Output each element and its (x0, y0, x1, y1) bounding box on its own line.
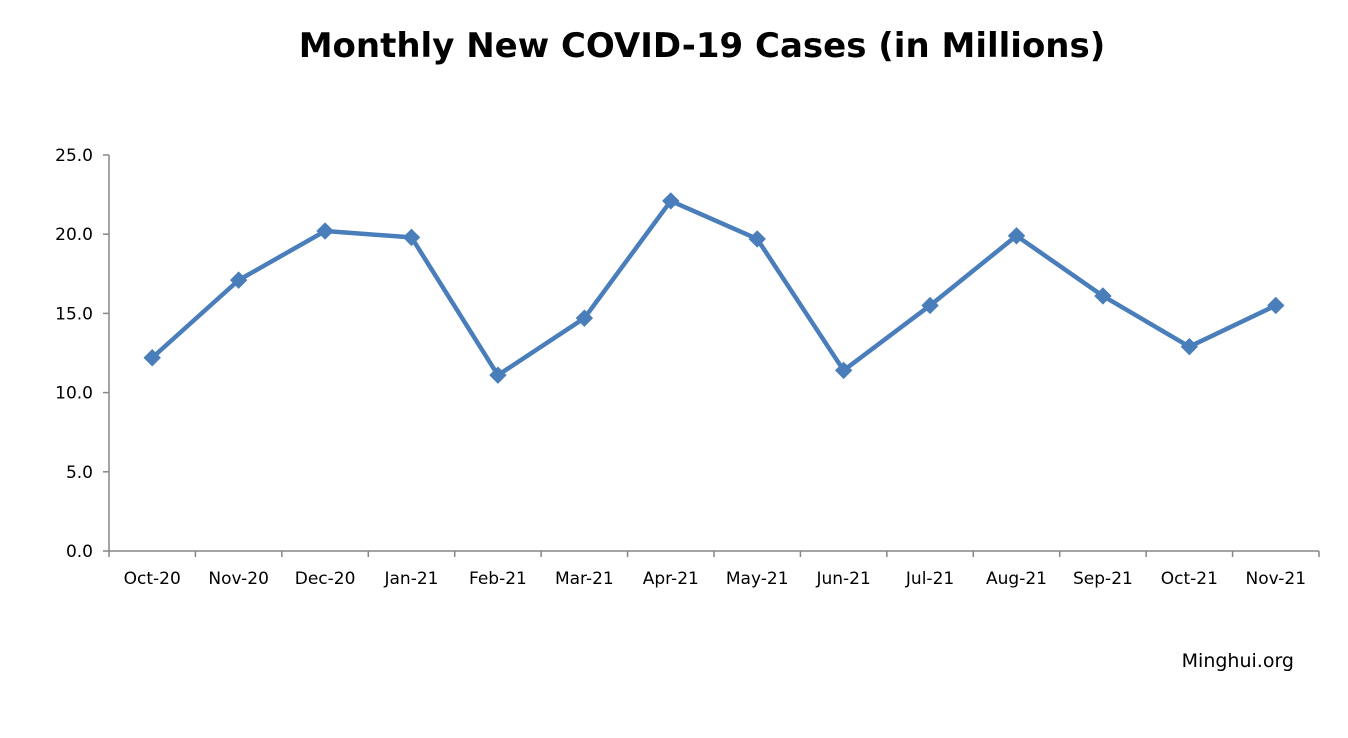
data-point (1094, 287, 1112, 305)
y-tick-label: 25.0 (55, 146, 93, 166)
source-label: Minghui.org (1181, 650, 1294, 672)
y-tick-label: 10.0 (55, 384, 93, 404)
data-point (575, 309, 594, 327)
x-tick-label: Dec-20 (295, 569, 356, 589)
data-point (748, 230, 766, 248)
x-tick-label: Aug-21 (986, 569, 1047, 589)
x-tick-label: Jan-21 (384, 569, 439, 589)
x-tick-label: Apr-21 (643, 569, 699, 589)
data-point (1007, 227, 1026, 245)
x-tick-label: May-21 (726, 569, 789, 589)
x-tick-label: Jun-21 (815, 569, 870, 589)
x-tick-label: Nov-20 (208, 569, 269, 589)
data-point (1267, 296, 1285, 315)
data-point (834, 361, 853, 380)
y-tick-label: 20.0 (55, 225, 93, 245)
x-tick-label: Feb-21 (469, 569, 527, 589)
x-tick-label: Nov-21 (1246, 569, 1307, 589)
y-axis-ticks: 0.0 5.0 10.0 15.0 20.0 25.0 (55, 146, 109, 562)
x-tick-label: Mar-21 (555, 569, 614, 589)
x-tick-label: Jul-21 (905, 569, 954, 589)
data-point (402, 228, 421, 247)
data-point (489, 366, 507, 384)
y-tick-label: 5.0 (66, 463, 93, 483)
x-tick-label: Sep-21 (1073, 569, 1133, 589)
x-tick-label: Oct-20 (124, 569, 181, 589)
data-point (316, 222, 334, 240)
series-line (149, 198, 1279, 378)
series-layer (143, 192, 1285, 384)
data-point (229, 271, 248, 289)
y-tick-label: 15.0 (55, 304, 93, 324)
data-point (1180, 337, 1199, 356)
data-point (921, 296, 939, 315)
chart-title: Monthly New COVID-19 Cases (in Millions) (298, 26, 1106, 66)
data-point (143, 349, 161, 367)
chart-axes (108, 155, 1319, 552)
x-tick-label: Oct-21 (1161, 569, 1218, 589)
x-axis-ticks: Oct-20 Nov-20 Dec-20 Jan-21 Feb-21 Mar-21 Apr-… (108, 551, 1320, 589)
data-point (662, 192, 680, 210)
y-tick-label: 0.0 (66, 542, 93, 562)
